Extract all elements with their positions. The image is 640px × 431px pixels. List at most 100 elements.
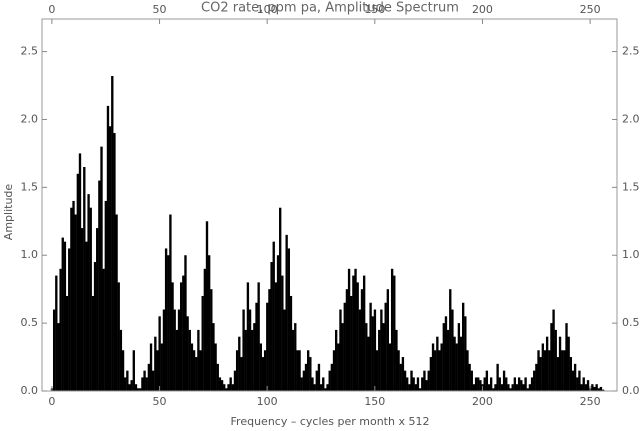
bar xyxy=(253,323,256,391)
bar xyxy=(268,289,271,391)
bar xyxy=(212,323,215,391)
bar xyxy=(240,357,243,391)
bar xyxy=(231,384,235,391)
bar xyxy=(233,370,237,391)
bar xyxy=(502,370,506,391)
bar xyxy=(257,282,260,391)
bar xyxy=(91,295,95,391)
bar xyxy=(83,166,86,391)
bar xyxy=(152,370,155,391)
y-tick-label-right: 0.5 xyxy=(622,316,640,329)
bar xyxy=(121,350,125,391)
bar xyxy=(156,350,159,391)
bar xyxy=(188,329,191,391)
bar xyxy=(533,370,536,391)
bar xyxy=(274,282,278,391)
bar xyxy=(412,377,415,391)
bar xyxy=(584,384,588,391)
bar xyxy=(552,309,555,391)
y-tick-label-right: 1.5 xyxy=(622,180,640,193)
bar xyxy=(408,384,411,391)
bar xyxy=(158,316,161,391)
bar xyxy=(182,275,185,391)
bar xyxy=(72,200,75,391)
bar xyxy=(449,289,452,391)
bar xyxy=(192,350,196,391)
bar xyxy=(205,221,209,391)
bar xyxy=(197,329,200,391)
plot-frame xyxy=(41,18,618,392)
bar xyxy=(339,309,342,391)
bar xyxy=(126,370,129,391)
bar xyxy=(550,323,553,391)
bar xyxy=(164,248,168,391)
bar xyxy=(511,384,514,391)
bar xyxy=(334,329,338,391)
bar xyxy=(111,76,114,391)
bar xyxy=(571,370,575,391)
bar xyxy=(89,207,92,391)
bar xyxy=(567,336,570,391)
bar xyxy=(399,363,402,391)
bar xyxy=(369,302,372,391)
bar xyxy=(522,384,525,391)
bar xyxy=(380,309,383,391)
bar xyxy=(578,370,581,391)
bar xyxy=(251,329,254,391)
bar xyxy=(593,386,596,391)
bar xyxy=(279,207,282,391)
x-tick-label-top: 50 xyxy=(153,3,167,16)
bar xyxy=(328,370,331,391)
bar xyxy=(573,363,577,391)
y-tick-label-right: 1.0 xyxy=(622,248,640,261)
bar xyxy=(354,268,357,391)
bar xyxy=(291,329,295,391)
x-tick-label-top: 0 xyxy=(48,3,55,16)
bar xyxy=(526,388,529,391)
bar xyxy=(220,380,224,391)
bar xyxy=(474,377,478,391)
bar xyxy=(416,377,420,391)
bar xyxy=(216,363,219,391)
bar xyxy=(296,350,299,391)
bar xyxy=(300,377,303,391)
bar xyxy=(119,329,123,391)
bar xyxy=(287,248,290,391)
bar xyxy=(545,336,549,391)
bar xyxy=(289,295,293,391)
bar xyxy=(337,343,340,391)
bar xyxy=(541,343,545,391)
y-tick-label: 2.5 xyxy=(21,45,39,58)
bar xyxy=(410,370,413,391)
bar xyxy=(554,329,557,391)
x-tick-label: 250 xyxy=(580,395,601,408)
bar xyxy=(515,384,519,391)
x-tick-label-top: 200 xyxy=(472,3,493,16)
bar xyxy=(100,146,103,391)
x-tick-label-top: 250 xyxy=(580,3,601,16)
bar xyxy=(483,377,486,391)
bar xyxy=(341,323,344,391)
bar xyxy=(371,316,374,391)
bar xyxy=(322,377,325,391)
bar xyxy=(591,384,594,391)
bar xyxy=(438,350,441,391)
bar xyxy=(352,275,355,391)
bar xyxy=(455,343,458,391)
bar xyxy=(160,343,163,391)
bar xyxy=(294,323,297,391)
bar xyxy=(106,105,110,392)
bar xyxy=(171,282,174,391)
bar xyxy=(87,194,90,391)
bar xyxy=(332,350,336,391)
bar xyxy=(466,350,469,391)
x-tick-label-top: 150 xyxy=(364,3,385,16)
bar xyxy=(149,343,153,391)
bar xyxy=(244,329,247,391)
bar xyxy=(214,343,217,391)
bar xyxy=(102,268,105,391)
bar xyxy=(169,214,172,391)
bar xyxy=(423,370,426,391)
bar xyxy=(535,363,538,391)
bar xyxy=(266,302,269,391)
